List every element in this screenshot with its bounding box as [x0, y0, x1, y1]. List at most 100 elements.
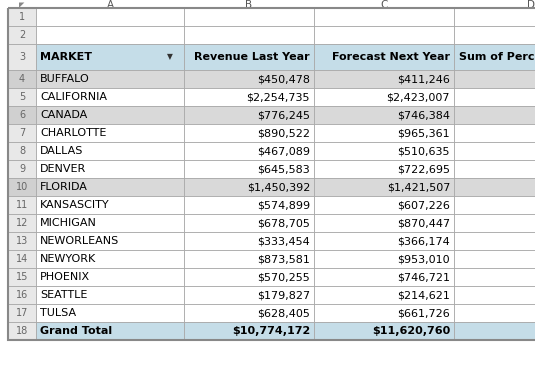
Text: $890,522: $890,522: [257, 128, 310, 138]
Bar: [8, 26, 36, 44]
Bar: [36, 8, 184, 26]
Bar: [8, 250, 36, 268]
Text: $10,774,172: $10,774,172: [232, 326, 310, 336]
Text: $1,421,507: $1,421,507: [387, 182, 450, 192]
Bar: [8, 160, 36, 178]
Bar: [184, 124, 314, 142]
Text: $450,478: $450,478: [257, 74, 310, 84]
Bar: [184, 232, 314, 250]
Bar: [36, 232, 184, 250]
Bar: [8, 44, 36, 70]
Text: 6: 6: [19, 110, 25, 120]
Text: TULSA: TULSA: [40, 308, 76, 318]
Text: D: D: [528, 0, 535, 10]
Bar: [314, 70, 454, 88]
Bar: [8, 178, 36, 196]
Bar: [8, 106, 36, 124]
Text: $722,695: $722,695: [397, 164, 450, 174]
Bar: [36, 160, 184, 178]
Text: NEWORLEANS: NEWORLEANS: [40, 236, 119, 246]
Bar: [36, 214, 184, 232]
Bar: [314, 88, 454, 106]
Bar: [184, 286, 314, 304]
Bar: [314, 160, 454, 178]
Bar: [314, 178, 454, 196]
Text: 4: 4: [19, 74, 25, 84]
Bar: [454, 44, 535, 70]
Bar: [8, 8, 535, 340]
Bar: [454, 70, 535, 88]
Bar: [36, 250, 184, 268]
Text: $214,621: $214,621: [397, 290, 450, 300]
Bar: [184, 44, 314, 70]
Bar: [314, 106, 454, 124]
Text: C: C: [380, 0, 388, 10]
Bar: [36, 142, 184, 160]
Bar: [314, 214, 454, 232]
Bar: [36, 44, 184, 70]
Bar: [314, 232, 454, 250]
Bar: [314, 322, 454, 340]
Bar: [454, 214, 535, 232]
Bar: [36, 124, 184, 142]
Bar: [454, 250, 535, 268]
Bar: [314, 214, 454, 232]
Bar: [36, 88, 184, 106]
Text: B: B: [246, 0, 253, 10]
Bar: [8, 124, 36, 142]
Bar: [8, 214, 36, 232]
Bar: [8, 232, 36, 250]
Bar: [184, 196, 314, 214]
Bar: [8, 88, 36, 106]
Bar: [36, 286, 184, 304]
Bar: [36, 250, 184, 268]
Bar: [454, 142, 535, 160]
Bar: [8, 196, 36, 214]
Bar: [454, 70, 535, 88]
Bar: [454, 88, 535, 106]
Text: 14: 14: [16, 254, 28, 264]
Bar: [184, 142, 314, 160]
Text: NEWYORK: NEWYORK: [40, 254, 96, 264]
Bar: [36, 70, 184, 88]
Text: $11,620,760: $11,620,760: [372, 326, 450, 336]
Bar: [36, 322, 184, 340]
Bar: [454, 232, 535, 250]
Bar: [36, 268, 184, 286]
Bar: [184, 268, 314, 286]
Bar: [8, 304, 36, 322]
Bar: [454, 160, 535, 178]
Bar: [184, 232, 314, 250]
Bar: [454, 232, 535, 250]
Bar: [36, 70, 184, 88]
Bar: [314, 268, 454, 286]
Text: MICHIGAN: MICHIGAN: [40, 218, 97, 228]
Bar: [454, 142, 535, 160]
Bar: [314, 26, 454, 44]
Bar: [36, 304, 184, 322]
Bar: [184, 160, 314, 178]
Bar: [8, 142, 36, 160]
Bar: [184, 88, 314, 106]
Bar: [184, 106, 314, 124]
Bar: [314, 8, 454, 26]
Bar: [36, 286, 184, 304]
Bar: [184, 214, 314, 232]
Text: CHARLOTTE: CHARLOTTE: [40, 128, 106, 138]
Text: $2,254,735: $2,254,735: [247, 92, 310, 102]
Bar: [8, 286, 36, 304]
Text: 1: 1: [19, 12, 25, 22]
Text: Grand Total: Grand Total: [40, 326, 112, 336]
Bar: [454, 8, 535, 26]
Text: $510,635: $510,635: [398, 146, 450, 156]
Bar: [8, 124, 36, 142]
Bar: [314, 44, 454, 70]
Text: DALLAS: DALLAS: [40, 146, 83, 156]
Text: $965,361: $965,361: [398, 128, 450, 138]
Bar: [184, 250, 314, 268]
Bar: [314, 286, 454, 304]
Text: $870,447: $870,447: [397, 218, 450, 228]
Bar: [314, 286, 454, 304]
Text: 17: 17: [16, 308, 28, 318]
Text: A: A: [106, 0, 113, 10]
